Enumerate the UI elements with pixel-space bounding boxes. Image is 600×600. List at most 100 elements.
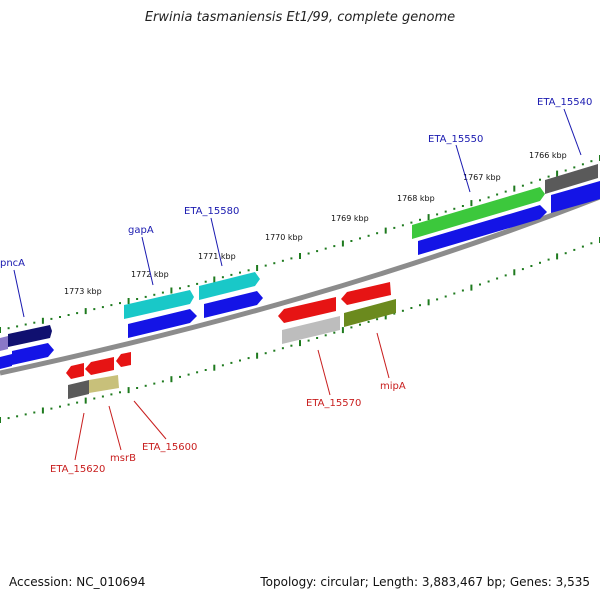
tick-mark <box>393 312 396 315</box>
kbp-label: 1772 kbp <box>131 270 169 279</box>
leader-line <box>74 412 85 461</box>
tick-mark <box>127 387 130 394</box>
gene-feature-red[interactable] <box>66 363 84 379</box>
gene-label[interactable]: gapA <box>128 225 154 236</box>
tick-mark <box>281 347 284 350</box>
tick-mark <box>179 287 181 290</box>
tick-mark <box>496 277 499 280</box>
gene-feature-green[interactable] <box>412 187 545 239</box>
tick-mark <box>324 334 327 337</box>
tick-mark <box>24 323 27 326</box>
gene-label[interactable]: mipA <box>380 381 406 392</box>
gene-feature-blue[interactable] <box>204 291 263 318</box>
tick-mark <box>573 166 576 169</box>
gene-feature-cyan[interactable] <box>124 290 194 319</box>
gene-feature-red[interactable] <box>85 357 114 375</box>
gene-label[interactable]: pncA <box>0 258 25 269</box>
tick-mark <box>564 169 567 172</box>
tick-mark <box>299 253 301 259</box>
gene-feature-olive[interactable] <box>344 299 396 327</box>
kbp-label: 1767 kbp <box>463 173 501 182</box>
gene-label[interactable]: msrB <box>110 453 136 464</box>
tick-mark <box>307 252 310 255</box>
tick-mark <box>153 293 156 296</box>
tick-mark <box>564 252 567 255</box>
gene-label[interactable]: ETA_15540 <box>537 97 592 108</box>
tick-mark <box>230 273 233 276</box>
tick-mark <box>273 262 276 265</box>
gene-label[interactable]: ETA_15570 <box>306 398 361 409</box>
tick-mark <box>316 250 319 253</box>
leader-line <box>13 269 25 318</box>
gene-label[interactable]: ETA_15620 <box>50 464 105 475</box>
gene-feature-khaki[interactable] <box>89 375 119 393</box>
tick-mark <box>427 214 430 221</box>
tick-mark <box>504 274 507 277</box>
tick-mark <box>221 364 224 367</box>
tick-mark <box>161 380 164 383</box>
tick-mark <box>187 373 190 376</box>
tick-mark <box>33 411 36 414</box>
tick-mark <box>581 245 584 248</box>
tick-mark <box>67 403 70 406</box>
leader-line <box>141 236 154 286</box>
tick-mark <box>384 227 387 234</box>
tick-mark <box>496 193 499 196</box>
tick-mark <box>521 184 524 187</box>
gene-feature-blue[interactable] <box>0 354 12 369</box>
tick-mark <box>7 417 10 420</box>
tick-mark <box>341 240 344 247</box>
gene-feature-navy[interactable] <box>8 325 52 347</box>
tick-mark <box>7 327 10 330</box>
gene-label[interactable]: ETA_15580 <box>184 206 239 217</box>
gene-feature-red[interactable] <box>278 297 336 323</box>
tick-mark <box>119 302 121 305</box>
tick-mark <box>590 160 593 163</box>
tick-mark <box>547 258 550 261</box>
gene-feature-dark-gray[interactable] <box>545 164 598 194</box>
tick-mark <box>556 253 559 260</box>
gene-feature-light-blue[interactable] <box>0 336 8 351</box>
tick-mark <box>376 232 379 235</box>
gene-feature-light-gray[interactable] <box>282 316 340 344</box>
gene-feature-blue[interactable] <box>128 309 197 338</box>
tick-mark <box>444 210 447 213</box>
tick-mark <box>161 291 164 294</box>
gene-feature-cyan[interactable] <box>199 272 260 300</box>
tick-mark <box>33 321 36 324</box>
gene-feature-blue[interactable] <box>12 343 54 365</box>
sequence-backbone <box>0 194 600 376</box>
gene-feature-blue[interactable] <box>418 205 547 255</box>
gene-feature-dark-gray[interactable] <box>68 380 89 399</box>
gene-label[interactable]: ETA_15600 <box>142 442 197 453</box>
tick-mark <box>513 269 516 276</box>
tick-mark <box>170 287 173 294</box>
tick-mark <box>513 185 516 192</box>
tick-mark <box>547 175 550 178</box>
tick-mark <box>359 323 361 326</box>
tick-mark <box>341 327 344 334</box>
tick-mark <box>436 298 439 301</box>
tick-mark <box>444 295 447 298</box>
tick-mark <box>204 369 207 371</box>
gene-feature-red[interactable] <box>116 352 131 367</box>
tick-mark <box>59 316 61 318</box>
leader-line <box>455 144 471 193</box>
tick-mark <box>573 248 576 251</box>
tick-mark <box>136 387 139 389</box>
tick-mark <box>213 364 216 371</box>
tick-mark <box>221 276 224 279</box>
kbp-label: 1771 kbp <box>198 252 236 261</box>
gene-feature-blue[interactable] <box>551 181 600 213</box>
tick-mark <box>264 352 267 355</box>
tick-mark <box>470 200 473 207</box>
gene-label[interactable]: ETA_15550 <box>428 134 483 145</box>
tick-mark <box>316 337 319 339</box>
gene-feature-red[interactable] <box>341 282 391 305</box>
tick-mark <box>144 295 147 298</box>
tick-mark <box>401 224 404 227</box>
tick-mark <box>196 371 199 374</box>
tick-mark <box>393 226 396 229</box>
tick-mark <box>136 298 139 300</box>
